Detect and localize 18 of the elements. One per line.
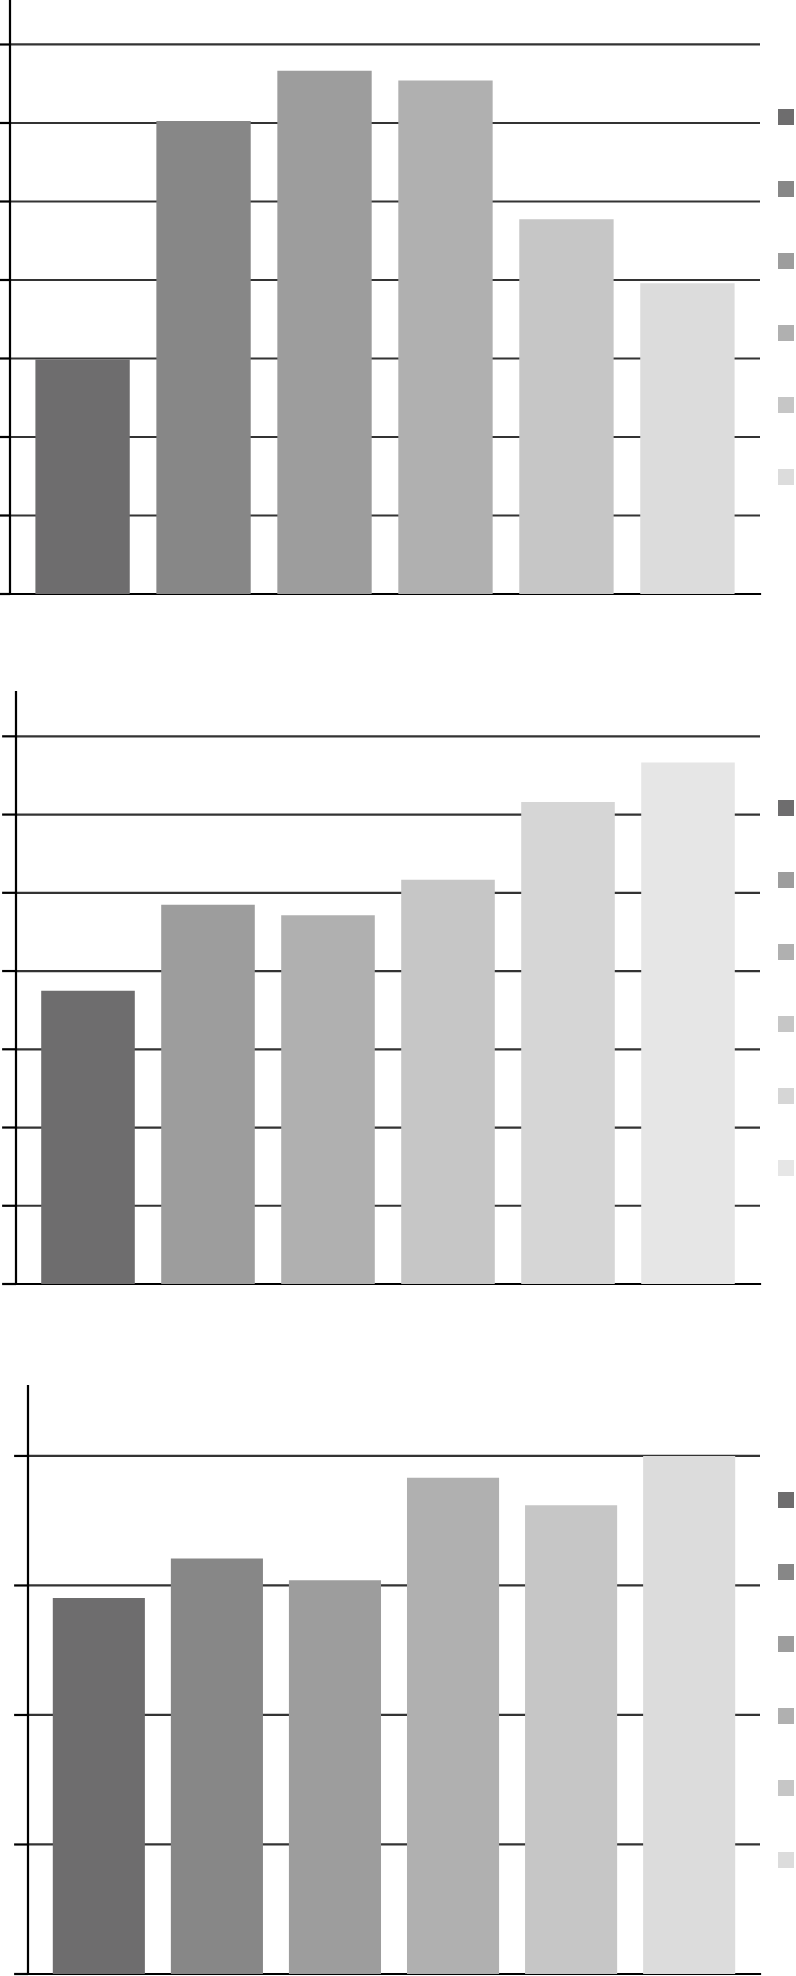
bar <box>643 1455 736 1974</box>
bar <box>525 1505 618 1974</box>
bar <box>519 219 614 594</box>
bar <box>277 70 372 594</box>
bar <box>406 1477 500 1974</box>
bar <box>52 1597 145 1974</box>
bar <box>521 802 615 1284</box>
bar <box>161 904 255 1284</box>
bar <box>35 359 130 594</box>
bar <box>401 879 495 1284</box>
bar <box>288 1580 382 1974</box>
bar <box>398 80 493 594</box>
bar <box>41 990 135 1284</box>
bar <box>156 120 251 594</box>
bar <box>281 915 375 1284</box>
bar <box>170 1558 263 1974</box>
bar <box>640 283 735 594</box>
bar <box>641 762 735 1284</box>
